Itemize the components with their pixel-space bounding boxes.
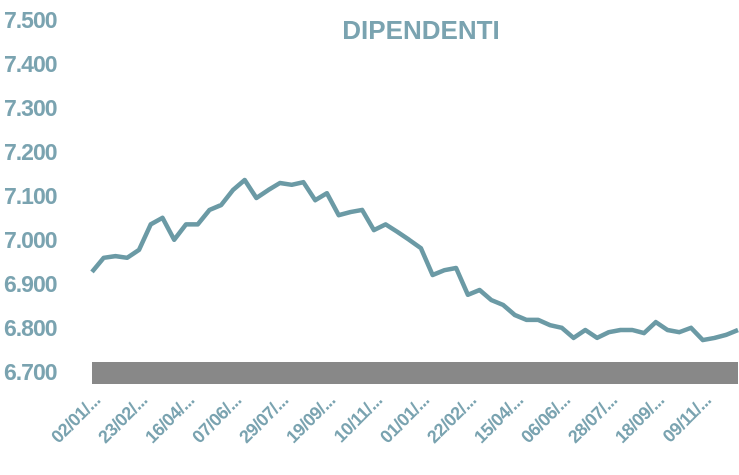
y-tick-label: 7.500: [4, 7, 57, 33]
x-tick-label: 28/07/...: [564, 390, 621, 447]
y-tick-label: 6.900: [4, 271, 57, 297]
x-tick-label: 19/09/...: [282, 390, 339, 447]
chart-title: DIPENDENTI: [342, 15, 499, 45]
y-tick-label: 7.300: [4, 95, 57, 121]
x-tick-label: 22/02/...: [423, 390, 480, 447]
y-tick-label: 7.200: [4, 139, 57, 165]
y-tick-label: 7.400: [4, 51, 57, 77]
y-tick-label: 6.700: [4, 359, 57, 385]
x-tick-label: 02/01/...: [47, 390, 104, 447]
x-tick-label: 29/07/...: [235, 390, 292, 447]
line: [90, 177, 739, 343]
x-tick-label: 10/11/...: [330, 390, 386, 446]
x-tick-label: 18/09/...: [611, 390, 668, 447]
x-tick-label: 09/11/...: [659, 390, 715, 446]
axis-band: [92, 362, 738, 384]
x-tick-label: 07/06/...: [188, 390, 245, 447]
x-tick-label: 16/04/...: [141, 390, 198, 447]
y-tick-label: 7.100: [4, 183, 57, 209]
x-tick-label: 01/01/...: [376, 390, 433, 447]
x-tick-label: 23/02/...: [94, 390, 151, 447]
y-tick-label: 6.800: [4, 315, 57, 341]
y-tick-label: 7.000: [4, 227, 57, 253]
x-tick-label: 06/06/...: [517, 390, 574, 447]
x-tick-label: 15/04/...: [470, 390, 527, 447]
